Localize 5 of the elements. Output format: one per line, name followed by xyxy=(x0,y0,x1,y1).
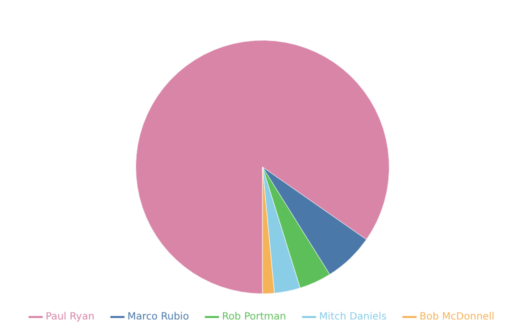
legend-label: Mitch Daniels xyxy=(319,312,387,323)
legend-label: Marco Rubio xyxy=(127,312,189,323)
legend-label: Bob McDonnell xyxy=(420,312,494,323)
legend-label: Rob Portman xyxy=(222,312,286,323)
legend-label: Paul Ryan xyxy=(46,312,94,323)
